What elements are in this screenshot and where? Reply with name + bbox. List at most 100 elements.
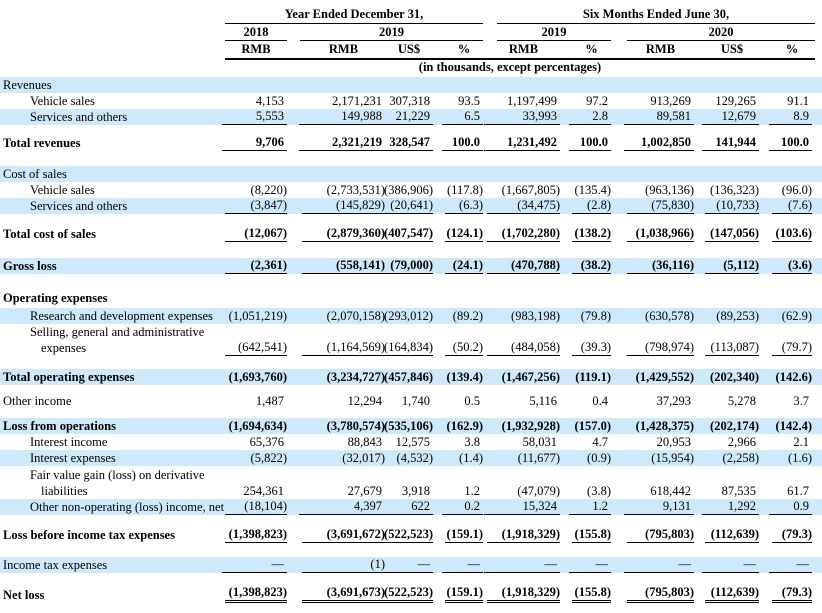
currency-header-rmb-2018: RMB xyxy=(241,42,271,56)
value-cell: (124.1) xyxy=(445,226,483,242)
value-cell: (103.6) xyxy=(772,225,812,242)
value-cell: (2.8) xyxy=(572,197,611,214)
value-cell: (157.0) xyxy=(574,419,611,433)
value-cell: 2.8 xyxy=(569,108,611,125)
table-row: Net loss (1,398,823) (3,691,673) (522,523) (… xyxy=(0,584,822,603)
value-cell: (162.9) xyxy=(446,419,483,433)
value-cell: (139.4) xyxy=(446,370,483,384)
value-cell: 87,535 xyxy=(721,484,756,498)
table-row: Loss before income tax expenses (1,398,82… xyxy=(0,527,822,543)
value-cell: — xyxy=(769,556,812,573)
value-cell: (138.2) xyxy=(572,225,611,242)
row-label: Income tax expenses xyxy=(3,558,108,572)
table-row: Gross loss (2,361) (558,141) (79,000) (24.1)… xyxy=(0,258,822,274)
row-label: Selling, general and administrative xyxy=(30,325,205,339)
value-cell: (1,467,256) xyxy=(501,370,560,384)
value-cell: 0.9 xyxy=(769,498,812,515)
row-label: Net loss xyxy=(3,588,45,602)
value-cell: 149,988 xyxy=(299,108,385,125)
value-cell: 33,993 xyxy=(484,108,560,125)
year-header-2018: 2018 xyxy=(225,25,287,41)
value-cell: (4,532) xyxy=(396,451,433,465)
value-cell: (2,879,360) xyxy=(302,225,385,242)
value-cell: 2,966 xyxy=(727,435,756,449)
value-cell: 0.5 xyxy=(464,394,480,408)
table-row: Cost of sales xyxy=(0,166,822,182)
row-label: Vehicle sales xyxy=(30,94,95,108)
value-cell: (983,198) xyxy=(511,309,560,323)
value-cell: 5,553 xyxy=(222,108,287,125)
value-cell: 3,918 xyxy=(401,484,430,498)
value-cell: 4.7 xyxy=(592,435,608,449)
value-cell: 97.2 xyxy=(586,94,608,108)
header-bottom-rule xyxy=(225,58,815,60)
value-cell: (32,017) xyxy=(342,451,385,465)
value-cell: 2,171,231 xyxy=(332,94,382,108)
value-cell: 1,740 xyxy=(401,394,430,408)
table-row: Total revenues 9,706 2,321,219 328,547 100.0… xyxy=(0,135,822,151)
table-row: Revenues xyxy=(0,77,822,93)
value-cell: (155.8) xyxy=(572,584,611,603)
value-cell: 27,679 xyxy=(347,484,382,498)
value-cell: (79.7) xyxy=(772,339,812,356)
value-cell: (12,067) xyxy=(225,225,287,242)
table-row: Loss from operations (1,694,634) (3,780,57… xyxy=(0,418,822,434)
value-cell: 61.7 xyxy=(787,484,809,498)
value-cell: (2,361) xyxy=(225,257,287,274)
value-cell: 0.4 xyxy=(592,394,608,408)
value-cell: 89,581 xyxy=(624,108,694,125)
value-cell: (79.3) xyxy=(772,584,812,603)
row-label-line2: liabilities xyxy=(41,484,88,498)
value-cell: 141,944 xyxy=(702,134,759,151)
row-label: Cost of sales xyxy=(3,167,67,181)
value-cell: (1,932,928) xyxy=(501,419,560,433)
table-header: Year Ended December 31, Six Months Ended… xyxy=(0,0,822,77)
value-cell: (1,398,823) xyxy=(225,584,287,603)
value-cell: (135.4) xyxy=(574,183,611,197)
value-cell: 88,843 xyxy=(347,435,382,449)
value-cell: (11,677) xyxy=(517,451,560,465)
value-cell: 6.5 xyxy=(442,108,483,125)
value-cell: (3,780,574) xyxy=(326,419,385,433)
row-label-line2: expenses xyxy=(41,341,87,355)
table-row: Selling, general and administrative expen… xyxy=(0,324,822,356)
currency-header-rmb-6m2020: RMB xyxy=(645,42,676,56)
value-cell: (293,012) xyxy=(384,309,433,323)
row-label: Other non-operating (loss) income, net xyxy=(30,500,225,514)
value-cell: (18,104) xyxy=(225,498,287,515)
value-cell: — xyxy=(569,556,611,573)
row-label: Total revenues xyxy=(3,136,81,150)
table-row: Vehicle sales (8,220) (2,733,531) (386,906)… xyxy=(0,182,822,198)
value-cell: (8,220) xyxy=(250,183,287,197)
value-cell: (113,087) xyxy=(705,339,759,356)
value-cell: 8.9 xyxy=(769,108,812,125)
table-row: Other income 1,487 12,294 1,740 0.5 5,116 0.4 3… xyxy=(0,393,822,409)
value-cell: 1,002,850 xyxy=(624,134,694,151)
row-label: Vehicle sales xyxy=(30,183,95,197)
value-cell: (79.3) xyxy=(772,526,812,543)
value-cell: (0.9) xyxy=(587,451,611,465)
value-cell: (159.1) xyxy=(445,527,483,543)
value-cell: (145,829) xyxy=(302,197,385,214)
value-cell: (10,733) xyxy=(705,197,759,214)
row-label: Total cost of sales xyxy=(3,227,96,241)
value-cell: (470,788) xyxy=(487,257,560,274)
value-cell: 328,547 xyxy=(382,134,433,151)
value-cell: 3.8 xyxy=(464,435,480,449)
value-cell: 58,031 xyxy=(522,435,557,449)
currency-header-usd-6m2020: US$ xyxy=(720,42,744,56)
value-cell: — xyxy=(222,556,287,573)
value-cell: 1,292 xyxy=(702,498,759,515)
value-cell: 15,324 xyxy=(484,498,560,515)
value-cell: 4,153 xyxy=(255,94,284,108)
value-cell: (3.6) xyxy=(772,257,812,274)
table-row: Fair value gain (loss) on derivative liab… xyxy=(0,467,822,499)
currency-header-rmb-6m2019: RMB xyxy=(508,42,539,56)
percent-header-6m2020: % xyxy=(785,42,799,56)
year-header-2019-interim: 2019 xyxy=(497,25,611,41)
value-cell: (522,523) xyxy=(384,527,433,543)
percent-header-2019: % xyxy=(457,42,471,56)
table-rows: Revenues Vehicle sales 4,153 2,171,231 307,3… xyxy=(0,77,822,603)
value-cell: 3.7 xyxy=(793,394,809,408)
